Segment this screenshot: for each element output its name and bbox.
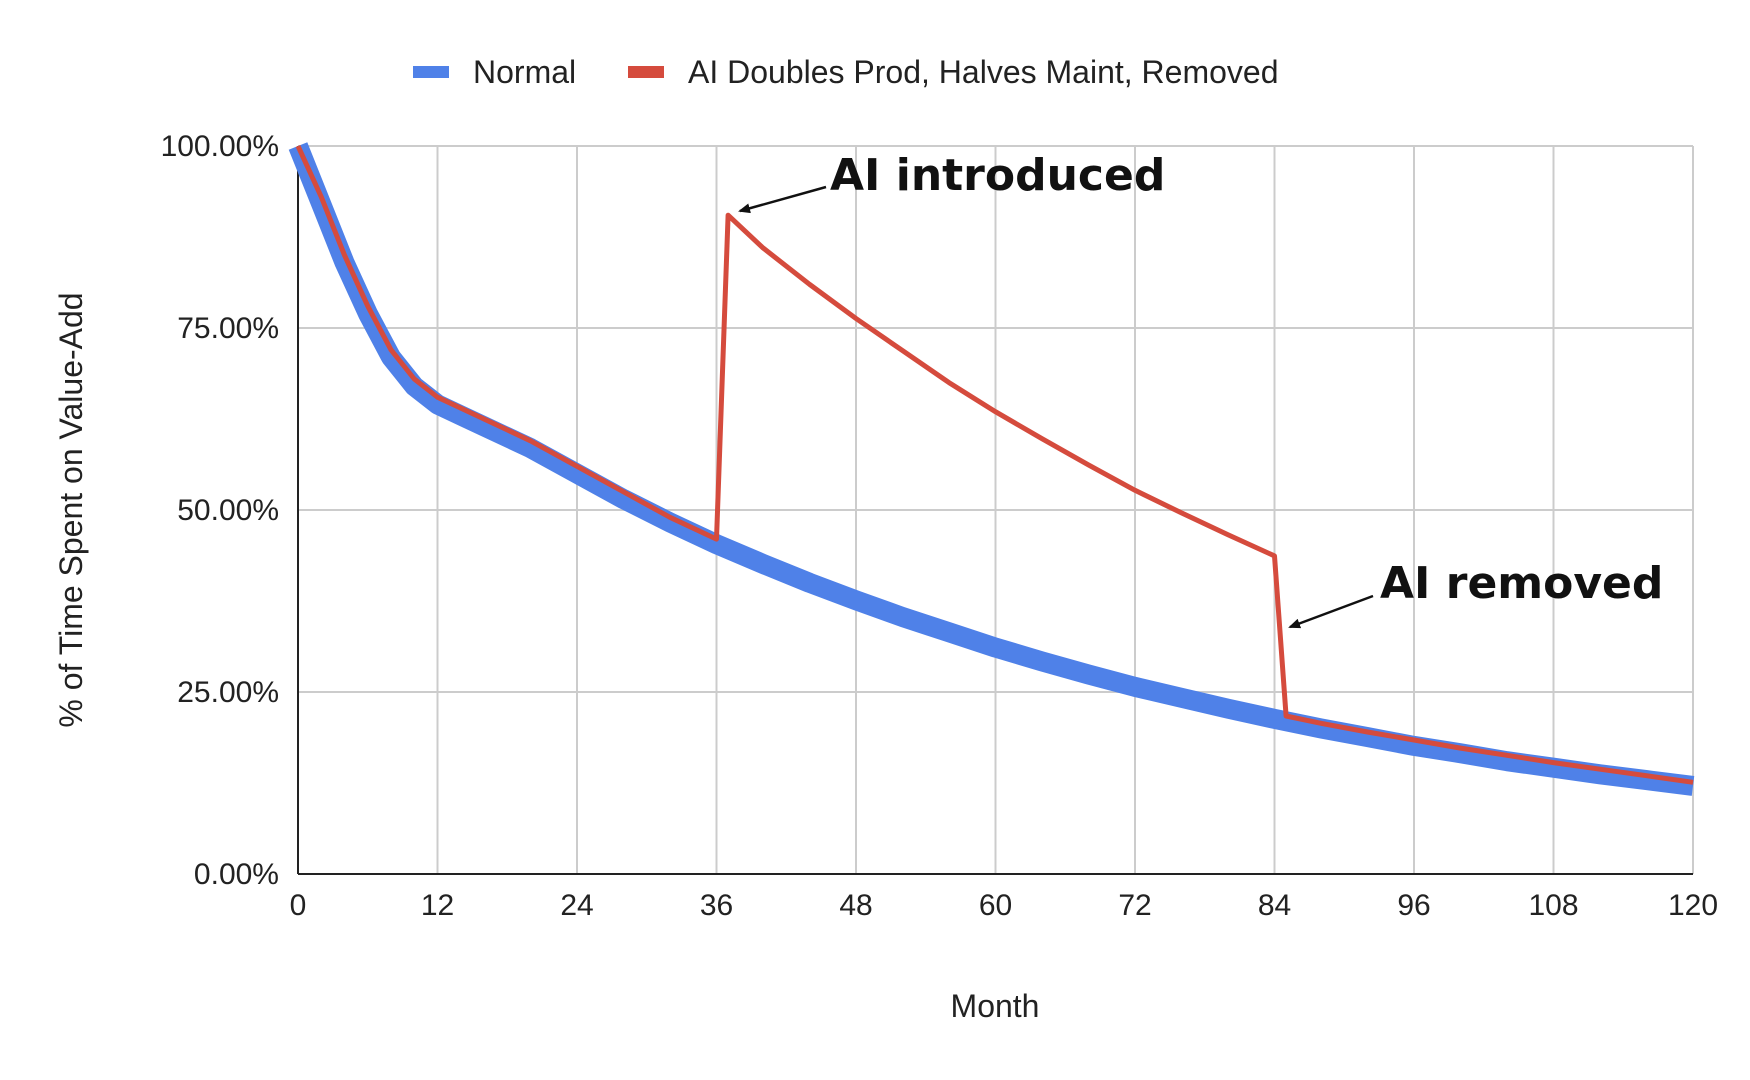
- x-tick-label: 120: [1668, 889, 1718, 922]
- annotation-arrow-ai-introduced: [738, 185, 827, 214]
- x-tick-label: 36: [700, 889, 733, 922]
- x-axis-title: Month: [951, 988, 1040, 1024]
- legend-label-ai: AI Doubles Prod, Halves Maint, Removed: [688, 54, 1278, 90]
- annotation-arrow-ai-removed: [1288, 594, 1374, 629]
- x-tick-label: 48: [839, 889, 872, 922]
- y-tick-labels: 0.00% 25.00% 50.00% 75.00% 100.00%: [161, 130, 279, 891]
- legend-swatch-ai: [628, 66, 664, 78]
- series-line-ai-doubles-prod: [295, 144, 1694, 785]
- annotation-label-ai-removed: AI removed: [1380, 558, 1663, 609]
- x-tick-label: 96: [1397, 889, 1430, 922]
- y-tick-label: 0.00%: [194, 858, 279, 891]
- annotation-ai-introduced: AI introduced: [738, 150, 1165, 214]
- x-tick-label: 60: [979, 889, 1012, 922]
- y-tick-label: 100.00%: [161, 130, 279, 163]
- annotation-ai-removed: AI removed: [1288, 558, 1663, 629]
- series-layer: [288, 142, 1695, 796]
- annotation-label-ai-introduced: AI introduced: [830, 150, 1165, 201]
- x-tick-label: 12: [421, 889, 454, 922]
- x-tick-label: 72: [1118, 889, 1151, 922]
- legend: Normal AI Doubles Prod, Halves Maint, Re…: [413, 54, 1278, 90]
- x-tick-label: 108: [1528, 889, 1578, 922]
- legend-label-normal: Normal: [473, 54, 576, 90]
- x-tick-labels: 0 12 24 36 48 60 72 84 96 108 120: [290, 889, 1718, 922]
- y-tick-label: 75.00%: [177, 312, 279, 345]
- gridlines: [298, 145, 1694, 874]
- y-tick-label: 50.00%: [177, 494, 279, 527]
- x-tick-label: 84: [1258, 889, 1291, 922]
- x-tick-label: 0: [290, 889, 307, 922]
- x-tick-label: 24: [560, 889, 593, 922]
- series-line-normal: [288, 142, 1695, 796]
- y-axis-title: % of Time Spent on Value-Add: [53, 292, 89, 727]
- legend-swatch-normal: [413, 66, 449, 78]
- y-tick-label: 25.00%: [177, 676, 279, 709]
